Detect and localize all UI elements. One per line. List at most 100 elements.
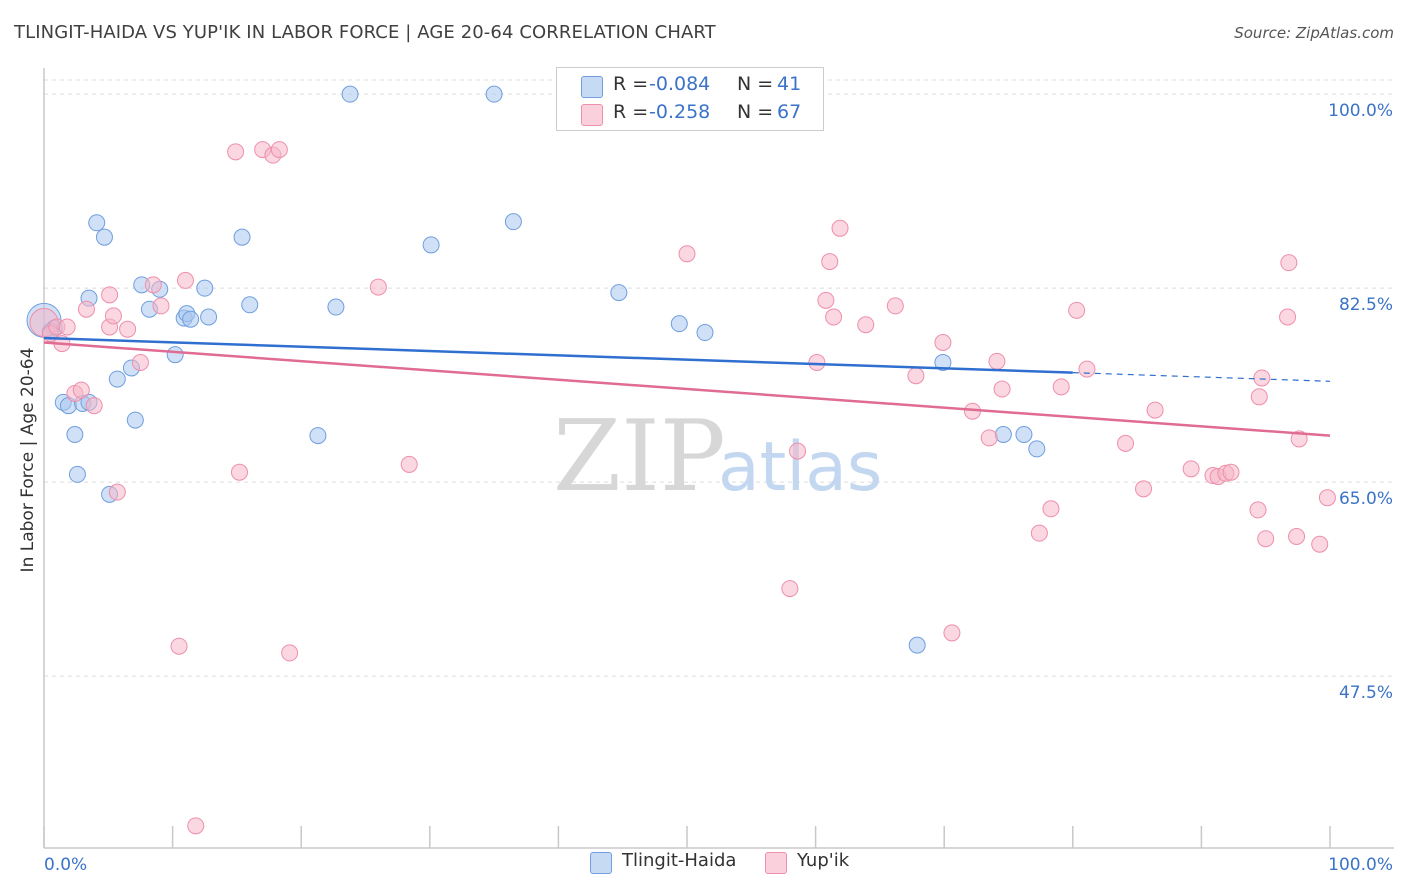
yupik-point bbox=[170, 637, 188, 655]
tlingit-haida-point bbox=[68, 465, 86, 483]
tlingit-haida-point bbox=[66, 426, 84, 444]
legend-swatch-tlingit-haida bbox=[581, 76, 603, 98]
yupik-point bbox=[72, 381, 90, 399]
tlingit-haida-point bbox=[241, 296, 259, 314]
legend-n-label: N = bbox=[737, 101, 774, 123]
y-tick-label: 47.5% bbox=[1339, 683, 1393, 703]
yupik-point bbox=[176, 271, 194, 289]
yupik-point bbox=[77, 300, 95, 318]
yupik-point bbox=[1052, 378, 1070, 396]
yupik-point bbox=[131, 353, 149, 371]
tlingit-haida-point bbox=[908, 636, 926, 654]
tlingit-haida-point bbox=[994, 426, 1012, 444]
yupik-point bbox=[831, 219, 849, 237]
y-tick-label: 65.0% bbox=[1339, 489, 1393, 509]
axes bbox=[43, 68, 1394, 849]
chart-title: TLINGIT-HAIDA VS YUP'IK IN LABOR FORCE |… bbox=[14, 22, 716, 43]
yupik-point bbox=[187, 817, 205, 835]
yupik-point bbox=[678, 245, 696, 263]
y-tick-label: 82.5% bbox=[1339, 295, 1393, 315]
yupik-point bbox=[1253, 369, 1271, 387]
bottom-legend-label: Tlingit-Haida bbox=[622, 850, 737, 871]
source-credit: Source: ZipAtlas.com bbox=[1234, 24, 1394, 42]
yupik-point bbox=[1182, 460, 1200, 478]
yupik-trend-line bbox=[43, 341, 1331, 437]
yupik-point bbox=[980, 429, 998, 447]
legend-n-label: N = bbox=[737, 73, 774, 95]
yupik-point bbox=[1288, 527, 1306, 545]
tlingit-haida-point bbox=[95, 228, 113, 246]
yupik-point bbox=[1222, 463, 1240, 481]
yupik-point bbox=[886, 297, 904, 315]
yupik-point bbox=[369, 278, 387, 296]
tlingit-haida-point bbox=[182, 310, 200, 328]
yupik-point bbox=[152, 297, 170, 315]
x-tick-label: 0.0% bbox=[44, 855, 87, 875]
tlingit-haida-point bbox=[233, 228, 251, 246]
stats-legend: R = -0.084 N = 41 R = -0.258 N = 67 bbox=[556, 67, 824, 131]
legend-r-value: -0.084 bbox=[649, 73, 711, 95]
watermark: ZIP atlas bbox=[553, 400, 882, 514]
x-tick-label: 100.0% bbox=[1328, 855, 1393, 875]
yupik-point bbox=[281, 644, 299, 662]
yupik-point bbox=[1279, 308, 1297, 326]
yupik-point bbox=[144, 276, 162, 294]
yupik-point bbox=[400, 455, 418, 473]
tlingit-haida-point bbox=[696, 324, 714, 342]
yupik-point bbox=[119, 320, 137, 338]
yupik-point bbox=[1146, 401, 1164, 419]
watermark-atlas: atlas bbox=[718, 428, 882, 507]
bottom-swatch-yupik bbox=[765, 852, 787, 874]
grid-lines bbox=[44, 79, 1394, 677]
tlingit-haida-point bbox=[88, 214, 106, 232]
tlingit-haida-point bbox=[327, 298, 345, 316]
tlingit-haida-point bbox=[934, 353, 952, 371]
y-axis-label: In Labor Force | Age 20-64 bbox=[18, 347, 38, 573]
yupik-point bbox=[1311, 535, 1329, 553]
yupik-point bbox=[1249, 501, 1267, 519]
yupik-point bbox=[988, 352, 1006, 370]
yupik-point bbox=[1078, 360, 1096, 378]
y-tick-label: 100.0% bbox=[1328, 101, 1393, 121]
yupik-point bbox=[1318, 489, 1336, 507]
yupik-point bbox=[1135, 480, 1153, 498]
yupik-point bbox=[1117, 434, 1135, 452]
yupik-point bbox=[825, 308, 843, 326]
yupik-point bbox=[1068, 301, 1086, 319]
bottom-legend-label: Yup'ik bbox=[797, 850, 850, 871]
tlingit-haida-point bbox=[1015, 426, 1033, 444]
yupik-point bbox=[857, 316, 875, 334]
yupik-point bbox=[817, 291, 835, 309]
watermark-zip: ZIP bbox=[553, 400, 726, 514]
legend-n-value: 67 bbox=[777, 101, 802, 123]
yupik-point bbox=[108, 483, 126, 501]
tlingit-haida-point bbox=[670, 315, 688, 333]
yupik-point bbox=[1290, 430, 1308, 448]
yupik-point bbox=[230, 463, 248, 481]
tlingit-haida-point bbox=[341, 85, 359, 103]
tlingit-haida-point bbox=[196, 279, 214, 297]
yupik-point bbox=[270, 141, 288, 159]
legend-swatch-yupik bbox=[581, 104, 603, 126]
yupik-point bbox=[1257, 530, 1275, 548]
trend-lines bbox=[43, 336, 1331, 437]
yupik-point bbox=[781, 580, 799, 598]
yupik-point bbox=[1250, 388, 1268, 406]
yupik-point bbox=[821, 253, 839, 271]
legend-n-value: 41 bbox=[777, 73, 802, 95]
tlingit-haida-point bbox=[108, 370, 126, 388]
tick-labels: 47.5% 65.0% 82.5% 100.0% 0.0% 100.0% bbox=[44, 101, 1393, 875]
tlingit-haida-point bbox=[200, 308, 218, 326]
tlingit-haida-point bbox=[309, 427, 327, 445]
yupik-point bbox=[85, 397, 103, 415]
yupik-point bbox=[104, 307, 122, 325]
yupik-point bbox=[943, 624, 961, 642]
tlingit-haida-point bbox=[610, 284, 628, 302]
tlingit-haida-point bbox=[126, 411, 144, 429]
yupik-point bbox=[1280, 254, 1298, 272]
yupik-point bbox=[1030, 524, 1048, 542]
yupik-point bbox=[907, 367, 925, 385]
tlingit-haida-point bbox=[166, 346, 184, 364]
tlingit-haida-trend-line bbox=[43, 336, 1073, 374]
